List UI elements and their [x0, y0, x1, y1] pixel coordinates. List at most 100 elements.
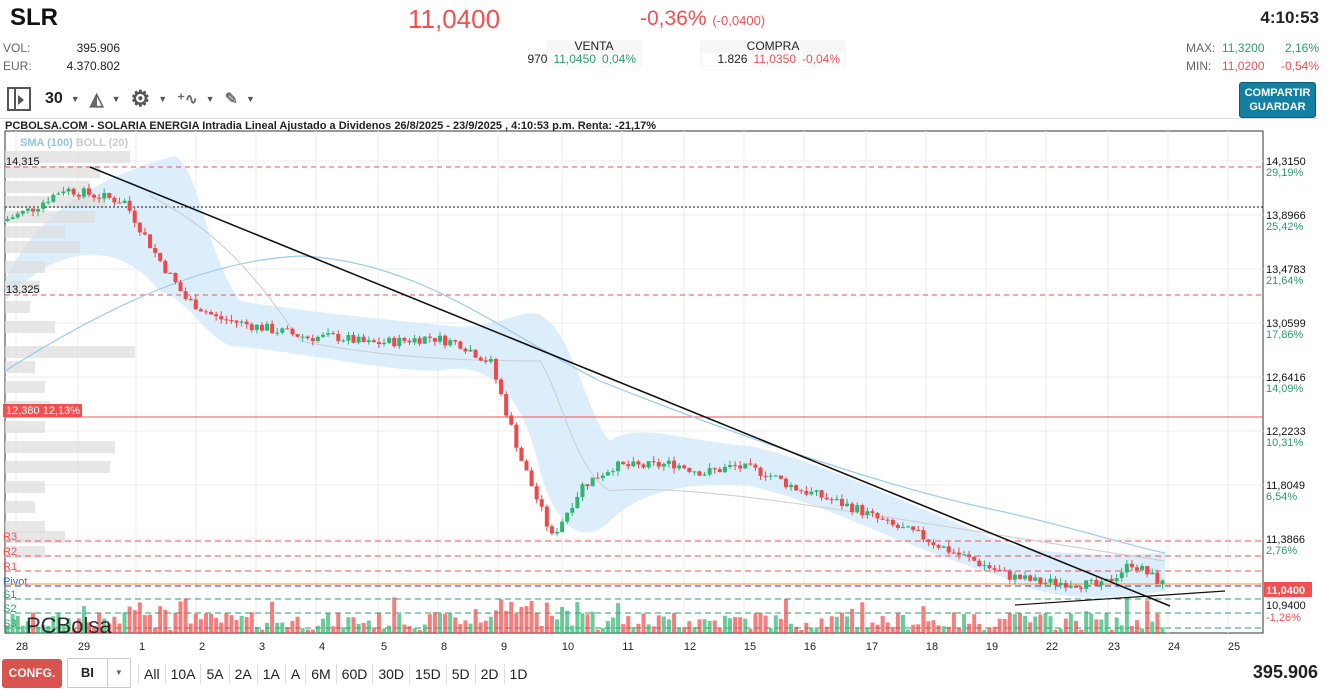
volume-bar [616, 603, 621, 633]
candle-body [30, 208, 35, 212]
x-tick-label: 25 [1228, 641, 1240, 653]
volume-profile-bar [5, 421, 45, 433]
candle-body [229, 320, 234, 322]
x-tick-label: 12 [684, 641, 696, 653]
candle-body [427, 336, 432, 338]
range-60d[interactable]: 60D [335, 664, 373, 684]
range-6m[interactable]: 6M [305, 664, 335, 684]
candle-body [824, 497, 829, 500]
range-10a[interactable]: 10A [164, 664, 201, 684]
volume-bar [341, 627, 346, 633]
share-save-button[interactable]: COMPARTIR GUARDAR [1239, 82, 1316, 118]
volume-bar [860, 602, 865, 633]
volume-bar [117, 623, 122, 633]
volume-bar [1068, 613, 1073, 633]
volume-bar [71, 628, 76, 633]
price-chart[interactable]: 28 29 1 2 3 4 5 8 9 10 11 12 15 16 17 18 19 22 23 24 2514,31… [0, 119, 1317, 659]
candle-body [443, 335, 448, 346]
candle-body [570, 507, 575, 513]
range-5a[interactable]: 5A [200, 664, 228, 684]
candle-body [280, 328, 285, 333]
bi-select[interactable]: BI ▼ [67, 658, 131, 688]
candle-body [15, 213, 20, 218]
volume-bar [605, 621, 610, 633]
candle-body [855, 505, 860, 513]
panel-toggle-icon[interactable] [7, 87, 31, 111]
candle-body [656, 462, 661, 467]
candle-body [692, 471, 697, 473]
y-tick-label: 11,8049 [1266, 480, 1305, 492]
x-tick-label: 5 [381, 641, 387, 653]
candle-body [890, 519, 895, 525]
gear-icon[interactable]: ⚙ [130, 86, 151, 111]
sma-legend[interactable]: SMA (100) [20, 137, 73, 149]
volume-bar [697, 619, 702, 633]
candle-body [387, 337, 392, 343]
volume-bar [259, 629, 264, 633]
range-1d[interactable]: 1D [503, 664, 533, 684]
range-2a[interactable]: 2A [228, 664, 257, 684]
boll-legend[interactable]: BOLL (20) [75, 137, 129, 149]
config-button[interactable]: CONFG. [2, 659, 62, 688]
hidden-axis-pct: -1,26% [1266, 612, 1301, 624]
range-all[interactable]: All [138, 664, 165, 684]
candle-body [519, 447, 524, 461]
candle-body [651, 461, 656, 463]
volume-bar [280, 622, 285, 633]
chevron-down-icon[interactable]: ▼ [111, 94, 121, 104]
chevron-down-icon[interactable]: ▼ [205, 94, 215, 104]
range-a[interactable]: A [284, 664, 305, 684]
candle-body [1084, 580, 1089, 589]
candle-body [168, 272, 173, 274]
range-30d[interactable]: 30D [372, 664, 409, 684]
current-price-label: 11,0400 [1266, 585, 1305, 597]
candle-body [1089, 580, 1094, 582]
max-value: 11,3200 [1222, 41, 1265, 55]
candle-body [122, 200, 127, 203]
candle-body [610, 471, 615, 473]
range-1a[interactable]: 1A [256, 664, 285, 684]
volume-bar [148, 614, 152, 633]
range-15d[interactable]: 15D [409, 664, 446, 684]
volume-bar [641, 613, 646, 633]
chevron-down-icon[interactable]: ▼ [245, 94, 255, 104]
candle-body [636, 461, 641, 465]
volume-bar [1160, 627, 1165, 633]
volume-bar [1023, 615, 1028, 633]
volume-bar [183, 598, 188, 633]
volume-bar [1140, 628, 1145, 633]
candle-body [1018, 574, 1022, 579]
volume-bar [366, 620, 371, 633]
period-select[interactable]: 30 [45, 90, 63, 107]
pencil-draw-icon[interactable]: ✎ [224, 91, 238, 108]
candle-body [158, 252, 163, 261]
volume-bar [41, 624, 46, 633]
change-abs: (-0,0400) [712, 13, 766, 28]
volume-bar [875, 624, 880, 633]
candle-body [926, 539, 931, 543]
chevron-down-icon[interactable]: ▼ [70, 94, 80, 104]
candle-body [371, 340, 376, 343]
chart-area[interactable]: 28 29 1 2 3 4 5 8 9 10 11 12 15 16 17 18 19 22 23 24 25 14,31… [0, 118, 1317, 658]
volume-bar [646, 624, 651, 633]
candle-body [265, 323, 270, 331]
volume-bar [845, 616, 850, 633]
volume-bar [92, 627, 97, 633]
volume-bar [890, 626, 895, 633]
candle-body [885, 519, 890, 521]
volume-bar [193, 613, 198, 633]
volume-bar [463, 620, 468, 633]
volume-bar [107, 623, 112, 633]
volume-bar [122, 612, 127, 633]
x-tick-label: 3 [259, 641, 265, 653]
candle-body [921, 530, 926, 540]
area-chart-icon[interactable]: ◭ [89, 88, 104, 109]
range-2d[interactable]: 2D [474, 664, 504, 684]
chevron-down-icon[interactable]: ▼ [106, 659, 130, 687]
candle-body [717, 469, 722, 473]
chevron-down-icon[interactable]: ▼ [158, 94, 168, 104]
range-5d[interactable]: 5D [445, 664, 475, 684]
volume-profile-bar [5, 361, 35, 373]
candle-body [188, 298, 193, 300]
indicators-icon[interactable]: ⁺∿ [177, 91, 198, 108]
